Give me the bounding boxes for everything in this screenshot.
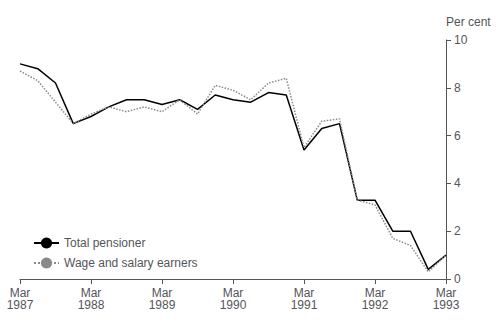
svg-text:1992: 1992: [362, 298, 389, 312]
svg-text:Mar: Mar: [80, 286, 102, 300]
svg-text:Mar: Mar: [222, 286, 244, 300]
svg-text:8: 8: [454, 81, 461, 95]
svg-text:Mar: Mar: [435, 286, 457, 300]
svg-text:1987: 1987: [7, 298, 34, 312]
svg-text:1993: 1993: [433, 298, 460, 312]
svg-text:Total pensioner: Total pensioner: [64, 236, 145, 250]
svg-text:Mar: Mar: [364, 286, 386, 300]
svg-text:Mar: Mar: [9, 286, 31, 300]
svg-text:0: 0: [454, 272, 461, 286]
svg-text:1991: 1991: [291, 298, 318, 312]
svg-text:10: 10: [454, 33, 468, 47]
svg-text:Per cent: Per cent: [446, 15, 491, 29]
svg-text:1989: 1989: [149, 298, 176, 312]
svg-text:Mar: Mar: [293, 286, 315, 300]
svg-text:4: 4: [454, 176, 461, 190]
svg-text:Wage and salary earners: Wage and salary earners: [64, 256, 198, 270]
svg-text:1990: 1990: [220, 298, 247, 312]
svg-text:2: 2: [454, 224, 461, 238]
svg-text:1988: 1988: [78, 298, 105, 312]
svg-text:Mar: Mar: [151, 286, 173, 300]
svg-text:6: 6: [454, 129, 461, 143]
